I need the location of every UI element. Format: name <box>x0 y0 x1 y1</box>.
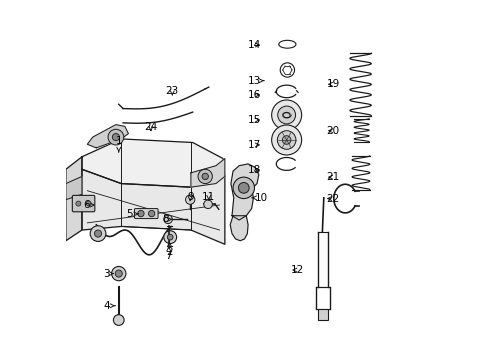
Text: 12: 12 <box>290 265 304 275</box>
Circle shape <box>282 136 290 144</box>
Text: 17: 17 <box>247 140 261 150</box>
Text: 10: 10 <box>252 193 267 203</box>
Text: 3: 3 <box>103 269 113 279</box>
Polygon shape <box>66 157 82 241</box>
Text: 4: 4 <box>103 301 115 311</box>
FancyBboxPatch shape <box>317 309 327 320</box>
Circle shape <box>163 215 172 224</box>
Circle shape <box>277 131 295 149</box>
Polygon shape <box>87 125 128 148</box>
Polygon shape <box>230 216 247 241</box>
Text: 13: 13 <box>247 76 264 86</box>
Text: 18: 18 <box>247 165 261 175</box>
Text: 6: 6 <box>83 200 94 210</box>
Circle shape <box>115 270 122 277</box>
Text: 22: 22 <box>326 194 339 203</box>
Circle shape <box>76 201 81 206</box>
Circle shape <box>94 230 102 237</box>
Circle shape <box>112 134 119 141</box>
FancyBboxPatch shape <box>72 195 95 212</box>
Polygon shape <box>230 164 258 220</box>
Circle shape <box>148 210 155 217</box>
Text: 16: 16 <box>247 90 261 100</box>
Circle shape <box>111 266 125 281</box>
Text: 20: 20 <box>326 126 339 136</box>
Circle shape <box>185 195 194 204</box>
Circle shape <box>271 100 301 130</box>
Polygon shape <box>82 139 224 187</box>
Text: 15: 15 <box>247 115 261 125</box>
Text: 21: 21 <box>326 172 339 182</box>
Circle shape <box>138 210 144 217</box>
Text: 23: 23 <box>165 86 179 96</box>
Circle shape <box>238 183 248 193</box>
Circle shape <box>113 315 124 325</box>
Text: 24: 24 <box>144 122 157 132</box>
Text: 1: 1 <box>115 136 122 152</box>
Polygon shape <box>82 169 224 244</box>
Circle shape <box>202 173 208 180</box>
Circle shape <box>90 226 106 242</box>
Text: 14: 14 <box>247 40 261 50</box>
Circle shape <box>108 129 123 145</box>
Circle shape <box>277 106 295 124</box>
Circle shape <box>233 177 254 199</box>
Text: 8: 8 <box>162 214 171 224</box>
Text: 5: 5 <box>126 209 138 219</box>
Circle shape <box>198 169 212 184</box>
Circle shape <box>203 200 212 208</box>
FancyBboxPatch shape <box>134 208 158 219</box>
Circle shape <box>86 201 91 206</box>
Text: 7: 7 <box>165 247 172 261</box>
Text: 11: 11 <box>202 192 215 202</box>
Circle shape <box>167 234 173 240</box>
Circle shape <box>271 125 301 155</box>
Polygon shape <box>66 176 82 200</box>
Text: 19: 19 <box>326 79 339 89</box>
Text: 2: 2 <box>166 242 172 257</box>
Circle shape <box>163 231 176 244</box>
Polygon shape <box>190 158 224 187</box>
Text: 9: 9 <box>186 192 193 202</box>
